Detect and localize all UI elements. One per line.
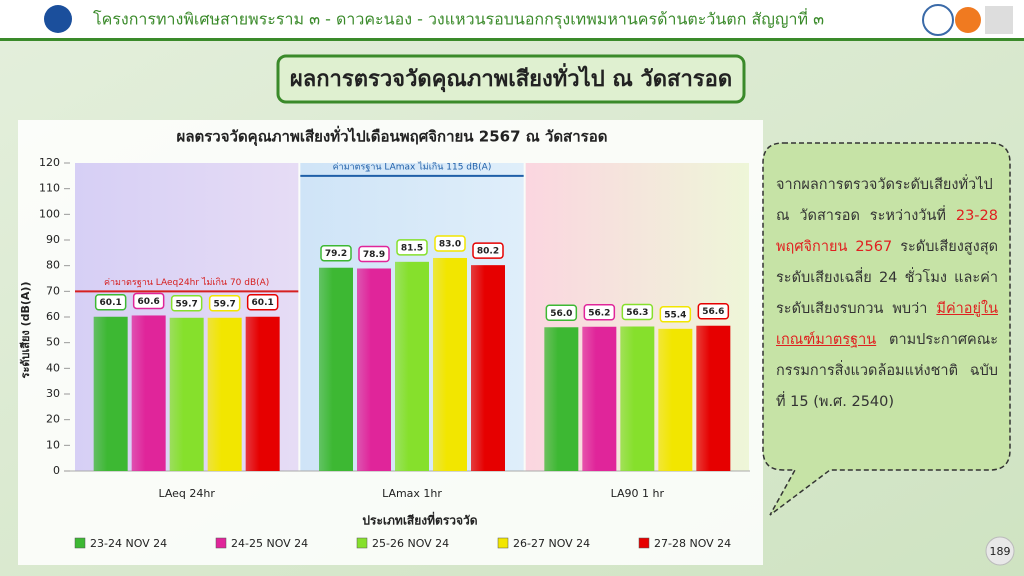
value-label-box: [697, 302, 730, 320]
bar: [696, 325, 731, 471]
value-label: 56.2: [588, 308, 610, 318]
bar: [245, 316, 280, 471]
callout-bubble: [762, 142, 1011, 516]
y-tick-label: 110: [39, 182, 60, 195]
value-label: 56.3: [626, 308, 648, 318]
value-label: 56.0: [550, 309, 572, 319]
value-label: 60.6: [138, 297, 160, 307]
value-label-box: [132, 292, 165, 310]
x-tick-label: LA90 1 hr: [611, 487, 665, 500]
value-label: 80.2: [477, 247, 499, 257]
page-number: 189: [990, 545, 1011, 558]
y-tick-label: 0: [53, 464, 60, 477]
value-label: 83.0: [439, 239, 461, 249]
x-tick-label: LAeq 24hr: [158, 487, 215, 500]
legend-label: 23-24 NOV 24: [90, 537, 167, 550]
legend-swatch: [497, 537, 509, 549]
y-tick-label: 70: [46, 284, 60, 297]
value-label-box: [621, 303, 654, 321]
bar: [433, 257, 467, 471]
value-label-box: [320, 244, 352, 262]
value-label: 59.7: [214, 299, 236, 309]
chart: ผลตรวจวัดคุณภาพเสียงทั่วไปเดือนพฤศจิกายน…: [19, 126, 750, 550]
value-label: 60.1: [252, 298, 274, 308]
reference-label: ค่ามาตรฐาน LAmax ไม่เกิน 115 dB(A): [333, 161, 492, 172]
callout-text-part: มีค่าอยู่ในเกณฑ์มาตรฐาน: [776, 301, 998, 348]
y-tick-label: 50: [46, 336, 60, 349]
header-title: โครงการทางพิเศษสายพระราม ๓ - ดาวคะนอง - …: [93, 8, 824, 30]
y-axis-label: ระดับเสียง (dB(A)): [19, 282, 32, 379]
header-bar: [0, 0, 1024, 40]
value-label: 81.5: [401, 243, 423, 253]
bar: [131, 315, 166, 471]
y-tick-label: 100: [39, 207, 60, 220]
legend-swatch: [215, 537, 227, 549]
bar: [582, 326, 617, 471]
value-label-box: [659, 306, 692, 323]
value-label-box: [246, 293, 279, 311]
callout-text-part: ระดับเสียงสูงสุด ระดับเสียงเฉลี่ย 24 ชั่…: [776, 239, 998, 317]
value-label-box: [170, 295, 203, 312]
value-label: 60.1: [100, 298, 122, 308]
callout-text-part: ตามประกาศคณะกรรมการสิ่งแวดล้อมแห่งชาติ ฉ…: [776, 332, 998, 410]
value-label-box: [434, 235, 466, 252]
value-label-box: [396, 239, 428, 256]
callout-text-part: 23-28 พฤศจิกายน 2567: [776, 208, 998, 255]
bar: [357, 268, 391, 471]
bar: [620, 326, 655, 471]
bar: [471, 265, 505, 471]
reference-label: ค่ามาตรฐาน LAeq24hr ไม่เกิน 70 dB(A): [104, 277, 269, 288]
y-tick-label: 60: [46, 310, 60, 323]
x-tick-label: LAmax 1hr: [382, 487, 442, 500]
header-rule: [0, 38, 1024, 41]
legend-label: 25-26 NOV 24: [372, 537, 449, 550]
logo: [955, 7, 981, 33]
callout-text: จากผลการตรวจวัดระดับเสียงทั่วไป ณ วัดสาร…: [776, 170, 998, 418]
legend-swatch: [74, 537, 86, 549]
bar: [93, 316, 128, 471]
value-label: 56.6: [702, 307, 724, 317]
value-label-box: [208, 295, 241, 312]
value-label-box: [472, 242, 504, 259]
value-label-box: [583, 304, 616, 321]
bar: [544, 327, 579, 471]
logo: [985, 6, 1013, 34]
bar: [658, 328, 693, 471]
y-tick-label: 10: [46, 438, 60, 451]
value-label: 55.4: [664, 310, 686, 320]
y-tick-label: 120: [39, 156, 60, 169]
slide-title: ผลการตรวจวัดคุณภาพเสียงทั่วไป ณ วัดสารอด: [290, 62, 732, 93]
value-label: 59.7: [176, 299, 198, 309]
y-tick-label: 90: [46, 233, 60, 246]
bar: [169, 317, 204, 471]
legend-swatch: [638, 537, 650, 549]
y-tick-label: 80: [46, 259, 60, 272]
value-label: 78.9: [363, 250, 385, 260]
logo: [44, 5, 72, 33]
bar: [319, 267, 353, 471]
x-axis-label: ประเภทเสียงที่ตรวจวัด: [362, 512, 477, 528]
y-tick-label: 40: [46, 361, 60, 374]
legend-swatch: [356, 537, 368, 549]
bar: [207, 317, 242, 471]
value-label: 79.2: [325, 249, 347, 259]
callout-text-part: จากผลการตรวจวัดระดับเสียงทั่วไป ณ วัดสาร…: [776, 177, 993, 224]
value-label-box: [358, 245, 390, 263]
legend-label: 26-27 NOV 24: [513, 537, 590, 550]
chart-title: ผลตรวจวัดคุณภาพเสียงทั่วไปเดือนพฤศจิกายน…: [177, 126, 608, 147]
legend-label: 24-25 NOV 24: [231, 537, 308, 550]
value-label-box: [94, 293, 127, 311]
bar: [395, 261, 429, 471]
y-tick-label: 30: [46, 387, 60, 400]
y-tick-label: 20: [46, 413, 60, 426]
logo: [922, 4, 954, 36]
slide-title-box: [276, 54, 746, 104]
value-label-box: [545, 304, 578, 322]
legend-label: 27-28 NOV 24: [654, 537, 731, 550]
page-badge: [985, 536, 1015, 566]
